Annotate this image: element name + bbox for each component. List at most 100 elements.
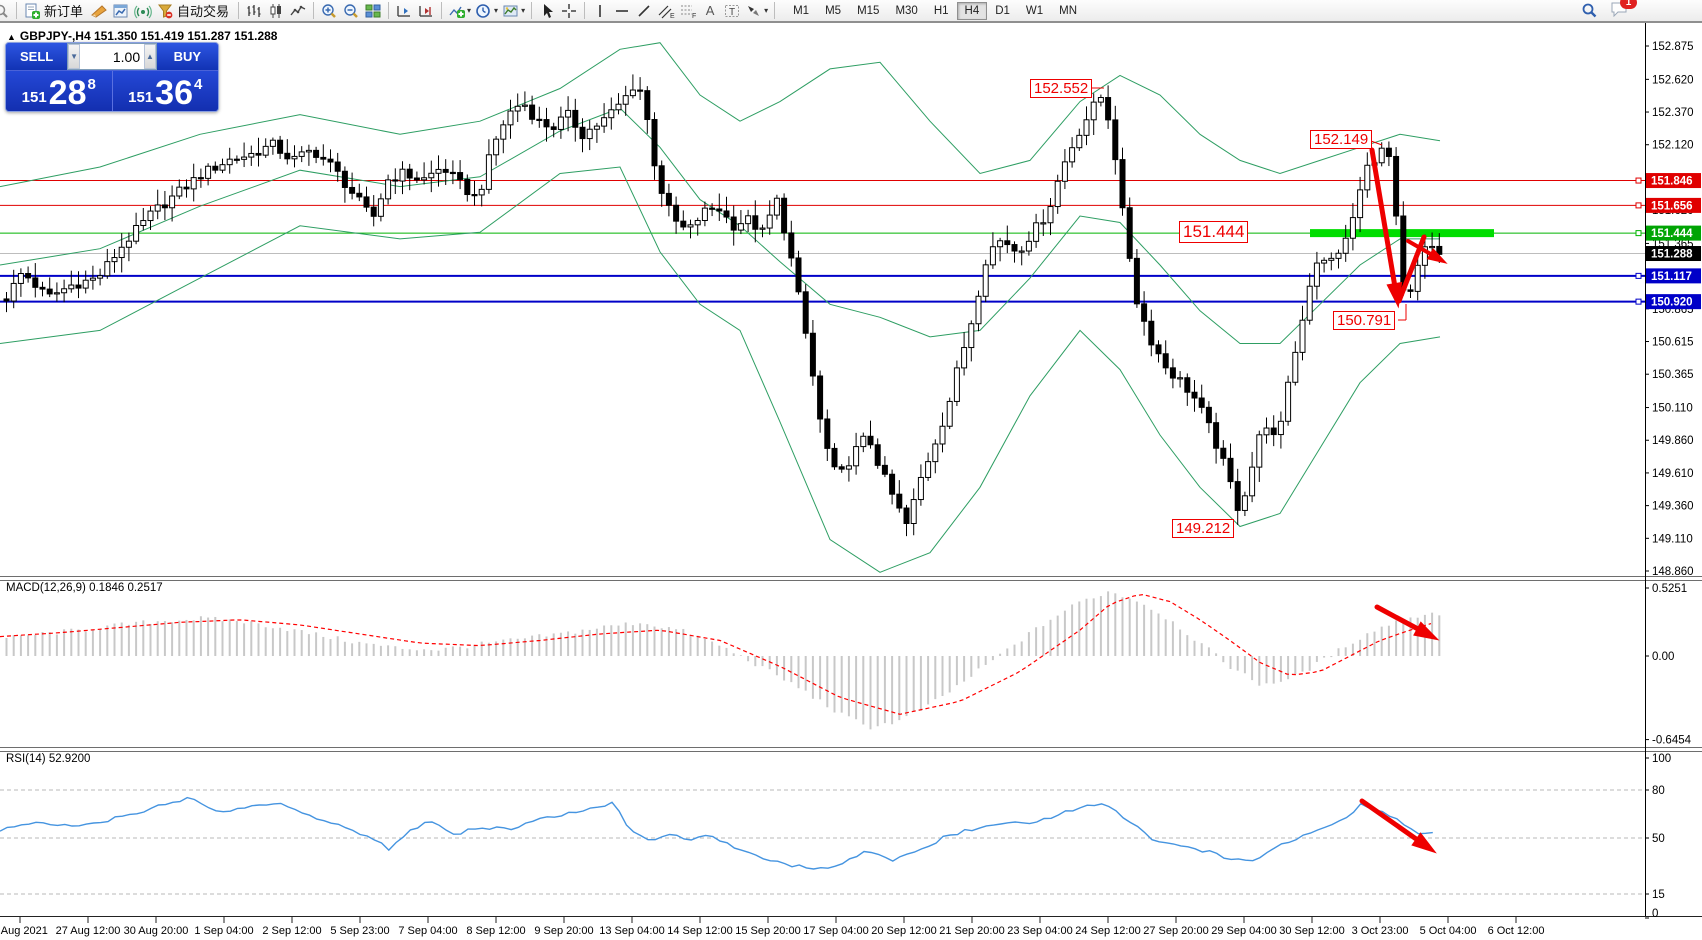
autotrading-icon bbox=[158, 4, 173, 18]
market-watch-button[interactable] bbox=[110, 1, 132, 21]
line-chart-mode-button[interactable] bbox=[287, 1, 309, 21]
periods-button[interactable]: ▾ bbox=[473, 1, 500, 21]
crosshair-tool-button[interactable] bbox=[558, 1, 580, 21]
timeframe-button-m1[interactable]: M1 bbox=[793, 4, 810, 17]
time-tick-label[interactable]: 8 Sep 12:00 bbox=[466, 925, 525, 937]
macd-axis-label: 0.00 bbox=[1652, 651, 1674, 663]
candle-body bbox=[377, 198, 384, 217]
time-tick-label[interactable]: 20 Sep 12:00 bbox=[871, 925, 936, 937]
clock-icon bbox=[476, 3, 490, 18]
text-label-tool[interactable]: T bbox=[721, 1, 743, 21]
price-badge bbox=[1646, 173, 1701, 189]
time-tick-label[interactable]: 21 Sep 20:00 bbox=[939, 925, 1004, 937]
cursor-tool-button[interactable] bbox=[536, 1, 558, 21]
timeframe-button-h1[interactable]: H1 bbox=[933, 4, 949, 17]
candlestick-icon bbox=[270, 3, 282, 18]
candle-body bbox=[946, 400, 953, 427]
bar-chart-mode-button[interactable] bbox=[243, 1, 265, 21]
timeframe-button-w1[interactable]: W1 bbox=[1025, 4, 1044, 17]
signal-button[interactable] bbox=[132, 1, 154, 21]
candle-body bbox=[1191, 391, 1198, 399]
volume-increase-button[interactable]: ▲ bbox=[144, 44, 156, 69]
timeframe-button-h4[interactable]: H4 bbox=[956, 1, 988, 20]
price-annotation[interactable]: 149.212 bbox=[1172, 519, 1235, 539]
candle-body bbox=[442, 168, 449, 173]
magnifier-glyph bbox=[0, 4, 8, 18]
time-tick-label[interactable]: 13 Sep 04:00 bbox=[599, 925, 664, 937]
indicators-button[interactable]: ▾ bbox=[446, 1, 473, 21]
price-annotation[interactable]: 151.444 bbox=[1179, 221, 1249, 243]
crayon-button[interactable] bbox=[88, 1, 110, 21]
timeframe-button-m15[interactable]: M15 bbox=[857, 4, 880, 17]
candlestick-mode-button[interactable] bbox=[265, 1, 287, 21]
tile-windows-button[interactable] bbox=[362, 1, 384, 21]
candle-body bbox=[1004, 240, 1011, 246]
time-tick-label[interactable]: 3 Oct 23:00 bbox=[1352, 925, 1409, 937]
arrows-shapes-icon bbox=[748, 5, 760, 16]
time-tick-label[interactable]: 5 Oct 04:00 bbox=[1420, 925, 1477, 937]
timeframe-button-m5[interactable]: M5 bbox=[825, 4, 842, 17]
candle-body bbox=[205, 165, 212, 179]
volume-decrease-button[interactable]: ▼ bbox=[68, 44, 80, 69]
candle-body bbox=[795, 257, 802, 293]
fibonacci-tool[interactable]: F bbox=[677, 1, 699, 21]
sell-button[interactable]: SELL bbox=[6, 43, 68, 70]
zoom-out-button[interactable] bbox=[340, 1, 362, 21]
price-annotation[interactable]: 152.149 bbox=[1310, 130, 1373, 150]
templates-button[interactable]: ▾ bbox=[500, 1, 527, 21]
time-tick-label[interactable]: 30 Sep 12:00 bbox=[1279, 925, 1344, 937]
time-tick-label[interactable]: 17 Sep 04:00 bbox=[803, 925, 868, 937]
time-tick-label[interactable]: 15 Sep 20:00 bbox=[735, 925, 800, 937]
time-tick-label[interactable]: 1 Sep 04:00 bbox=[194, 925, 253, 937]
main-toolbar: 新订单 自动交易 ▾ ▾ bbox=[0, 0, 1702, 22]
timeframe-button-mn[interactable]: MN bbox=[1059, 4, 1078, 17]
candle-body bbox=[1011, 244, 1018, 252]
time-tick-label[interactable]: 30 Aug 20:00 bbox=[124, 925, 189, 937]
timeframe-button-d1[interactable]: D1 bbox=[995, 4, 1010, 17]
candle-body bbox=[910, 499, 917, 525]
time-tick-label[interactable]: 29 Sep 04:00 bbox=[1211, 925, 1276, 937]
channel-tool[interactable]: E bbox=[655, 1, 677, 21]
time-tick-label[interactable]: 14 Sep 12:00 bbox=[667, 925, 732, 937]
autotrading-button[interactable] bbox=[154, 1, 176, 21]
zoom-in-button[interactable] bbox=[318, 1, 340, 21]
candle-body bbox=[1184, 377, 1191, 393]
time-tick-label[interactable]: 23 Sep 04:00 bbox=[1007, 925, 1072, 937]
time-tick-label[interactable]: 9 Sep 20:00 bbox=[534, 925, 593, 937]
candle-body bbox=[1393, 155, 1400, 217]
search-icon-partial[interactable] bbox=[0, 1, 12, 21]
candle-body bbox=[860, 435, 867, 448]
time-tick-label[interactable]: 5 Sep 23:00 bbox=[330, 925, 389, 937]
auto-scroll-button[interactable] bbox=[393, 1, 415, 21]
autotrading-label[interactable]: 自动交易 bbox=[177, 4, 230, 19]
text-tool[interactable]: A bbox=[705, 3, 715, 18]
bid-price[interactable]: 151 28 8 bbox=[6, 71, 112, 111]
buy-button[interactable]: BUY bbox=[156, 43, 218, 70]
vertical-line-tool[interactable] bbox=[589, 1, 611, 21]
time-tick-label[interactable]: 6 Aug 2021 bbox=[0, 925, 48, 937]
shapes-tool-button[interactable]: ▾ bbox=[743, 1, 770, 21]
search-button[interactable] bbox=[1578, 1, 1600, 21]
price-annotation[interactable]: 150.791 bbox=[1333, 311, 1396, 331]
candle-body bbox=[752, 215, 759, 230]
time-tick-label[interactable]: 7 Sep 04:00 bbox=[398, 925, 457, 937]
candle-body bbox=[111, 257, 118, 263]
horizontal-line-tool[interactable] bbox=[611, 1, 633, 21]
chat-button[interactable]: 1 bbox=[1610, 0, 1637, 22]
new-order-button[interactable] bbox=[21, 1, 43, 21]
chart-shift-button[interactable] bbox=[415, 1, 437, 21]
price-annotation[interactable]: 152.552 bbox=[1030, 79, 1093, 99]
volume-input[interactable] bbox=[79, 44, 145, 69]
new-order-label[interactable]: 新订单 bbox=[44, 4, 84, 19]
candle-body bbox=[1313, 262, 1320, 287]
trendline-tool[interactable] bbox=[633, 1, 655, 21]
time-tick-label[interactable]: 24 Sep 12:00 bbox=[1075, 925, 1140, 937]
time-tick-label[interactable]: 2 Sep 12:00 bbox=[262, 925, 321, 937]
ask-price[interactable]: 151 36 4 bbox=[111, 71, 218, 111]
chevron-down-icon: ▾ bbox=[494, 6, 499, 15]
time-tick-label[interactable]: 6 Oct 12:00 bbox=[1488, 925, 1545, 937]
time-tick-label[interactable]: 27 Sep 20:00 bbox=[1143, 925, 1208, 937]
time-tick-label[interactable]: 27 Aug 12:00 bbox=[56, 925, 121, 937]
timeframe-button-m30[interactable]: M30 bbox=[895, 4, 918, 17]
